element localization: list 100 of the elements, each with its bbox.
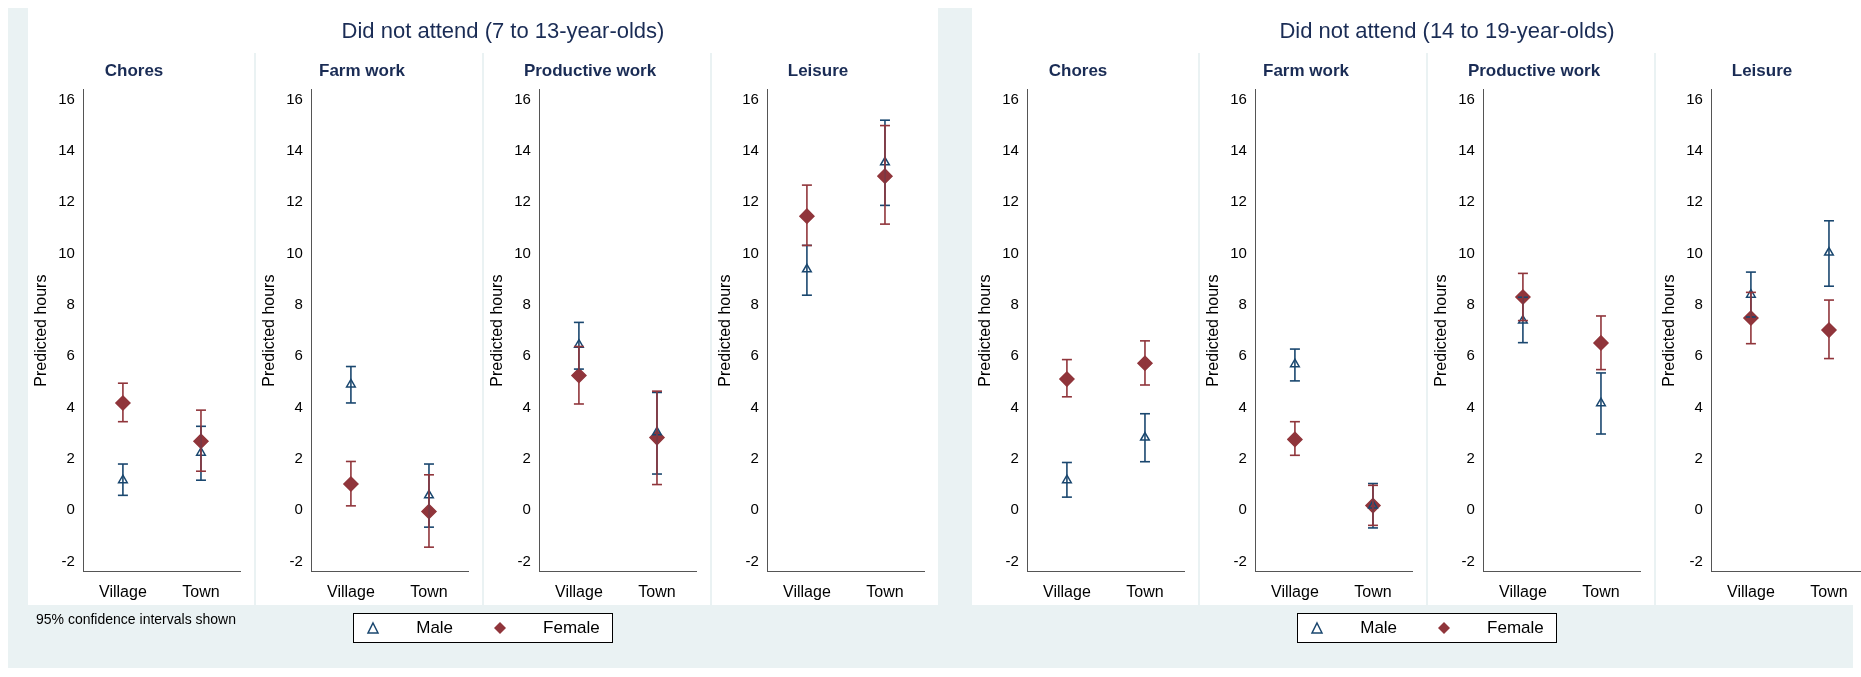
y-tick-label: 12 <box>742 192 759 210</box>
y-tick-label: 16 <box>58 89 75 107</box>
legend-label: Male <box>1360 618 1398 638</box>
y-tick-label: 4 <box>294 397 303 415</box>
y-tick-label: -2 <box>1233 551 1247 569</box>
y-tick-label: 10 <box>286 243 303 261</box>
y-tick-label: 4 <box>750 397 759 415</box>
y-tick-label: 16 <box>286 89 303 107</box>
y-axis-title: Predicted hours <box>1432 274 1450 387</box>
y-tick-label: 16 <box>1002 89 1019 107</box>
y-tick-label: 2 <box>1694 449 1703 467</box>
y-tick-label: -2 <box>1689 551 1703 569</box>
x-tick-label: Town <box>1582 582 1620 600</box>
y-tick-label: 8 <box>294 295 303 313</box>
y-tick-label: 0 <box>1010 500 1019 518</box>
chart-title: Productive work <box>523 60 657 80</box>
y-tick-label: 6 <box>66 346 75 364</box>
y-tick-label: 12 <box>514 192 531 210</box>
y-tick-label: 14 <box>1002 141 1019 159</box>
x-tick-label: Village <box>1043 582 1091 600</box>
y-tick-label: -2 <box>1005 551 1019 569</box>
y-tick-label: 4 <box>1010 397 1019 415</box>
x-tick-label: Town <box>638 582 676 600</box>
y-tick-label: 10 <box>514 243 531 261</box>
y-axis-title: Predicted hours <box>32 274 50 387</box>
x-tick-label: Village <box>99 582 147 600</box>
y-tick-label: 0 <box>750 500 759 518</box>
y-tick-label: 2 <box>1238 449 1247 467</box>
chart-subtitle: Did not attend (7 to 13-year-olds) <box>341 17 665 44</box>
y-axis-title: Predicted hours <box>488 274 506 387</box>
y-tick-label: 8 <box>66 295 75 313</box>
y-tick-label: 6 <box>1010 346 1019 364</box>
y-tick-label: 14 <box>742 141 759 159</box>
x-tick-label: Town <box>410 582 448 600</box>
y-tick-label: 10 <box>1686 243 1703 261</box>
y-tick-label: 14 <box>1230 141 1247 159</box>
y-tick-label: 16 <box>1230 89 1247 107</box>
x-tick-label: Village <box>783 582 831 600</box>
text: 95% confidence intervals shown <box>36 611 237 627</box>
y-tick-label: 2 <box>66 449 75 467</box>
y-axis-title: Predicted hours <box>976 274 994 387</box>
y-tick-label: 12 <box>1458 192 1475 210</box>
y-axis-title: Predicted hours <box>1660 274 1678 387</box>
y-tick-label: 8 <box>1694 295 1703 313</box>
y-tick-label: 2 <box>522 449 531 467</box>
y-tick-label: 2 <box>1466 449 1475 467</box>
x-tick-label: Village <box>327 582 375 600</box>
chart-title: Leisure <box>1731 60 1793 80</box>
y-tick-label: 4 <box>1694 397 1703 415</box>
y-tick-label: 16 <box>742 89 759 107</box>
y-tick-label: 14 <box>1458 141 1475 159</box>
y-tick-label: 14 <box>58 141 75 159</box>
y-tick-label: 10 <box>1458 243 1475 261</box>
y-tick-label: 8 <box>750 295 759 313</box>
y-tick-label: 2 <box>1010 449 1019 467</box>
chart-subtitle: Did not attend (14 to 19-year-olds) <box>1279 17 1615 44</box>
y-tick-label: 6 <box>1694 346 1703 364</box>
y-tick-label: 12 <box>1686 192 1703 210</box>
y-tick-label: 14 <box>1686 141 1703 159</box>
x-tick-label: Town <box>1354 582 1392 600</box>
y-tick-label: 0 <box>1466 500 1475 518</box>
legend-label: Female <box>543 618 600 638</box>
x-tick-label: Village <box>1727 582 1775 600</box>
y-tick-label: 10 <box>742 243 759 261</box>
y-tick-label: 2 <box>294 449 303 467</box>
y-tick-label: 0 <box>294 500 303 518</box>
chart-title: Leisure <box>787 60 849 80</box>
x-tick-label: Town <box>1810 582 1848 600</box>
x-tick-label: Village <box>1499 582 1547 600</box>
y-tick-label: 12 <box>1002 192 1019 210</box>
y-tick-label: 10 <box>1002 243 1019 261</box>
y-tick-label: 4 <box>66 397 75 415</box>
y-axis-title: Predicted hours <box>716 274 734 387</box>
y-tick-label: 10 <box>1230 243 1247 261</box>
y-tick-label: 0 <box>66 500 75 518</box>
x-tick-label: Village <box>1271 582 1319 600</box>
y-tick-label: 6 <box>1466 346 1475 364</box>
y-tick-label: 12 <box>1230 192 1247 210</box>
y-axis-title: Predicted hours <box>1204 274 1222 387</box>
y-tick-label: 10 <box>58 243 75 261</box>
y-tick-label: 8 <box>522 295 531 313</box>
chart-title: Productive work <box>1467 60 1601 80</box>
chart-title: Chores <box>1048 60 1108 80</box>
y-tick-label: 12 <box>286 192 303 210</box>
y-tick-label: 12 <box>58 192 75 210</box>
y-axis-title: Predicted hours <box>260 274 278 387</box>
y-tick-label: 16 <box>514 89 531 107</box>
y-tick-label: 6 <box>294 346 303 364</box>
y-tick-label: 0 <box>522 500 531 518</box>
y-tick-label: 8 <box>1010 295 1019 313</box>
legend-label: Male <box>416 618 454 638</box>
y-tick-label: 4 <box>1466 397 1475 415</box>
y-tick-label: -2 <box>745 551 759 569</box>
y-tick-label: -2 <box>517 551 531 569</box>
y-tick-label: 14 <box>286 141 303 159</box>
chart-title: Farm work <box>1263 60 1350 80</box>
x-tick-label: Town <box>1126 582 1164 600</box>
y-tick-label: 8 <box>1238 295 1247 313</box>
y-tick-label: 4 <box>1238 397 1247 415</box>
chart-title: Chores <box>104 60 164 80</box>
